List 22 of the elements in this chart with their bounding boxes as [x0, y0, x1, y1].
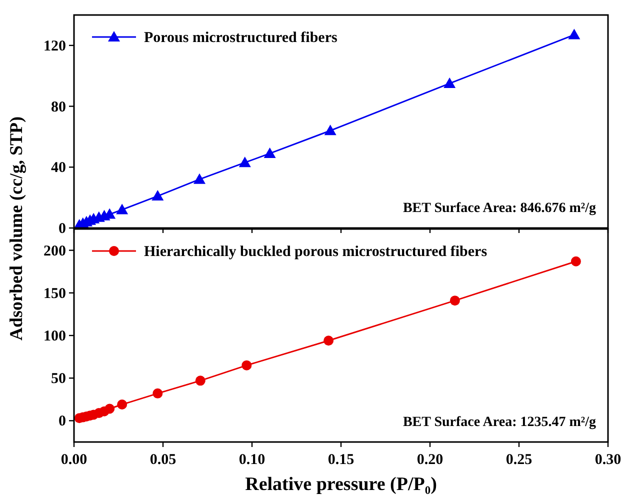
x-tick-label: 0.30 — [594, 452, 621, 468]
y-tick-label: 40 — [51, 160, 66, 176]
x-tick-label: 0.15 — [328, 452, 354, 468]
y-tick-label: 120 — [44, 38, 66, 54]
y-tick-label: 150 — [44, 286, 66, 302]
annotation: BET Surface Area: 846.676 m²/g — [402, 201, 596, 216]
annotation: BET Surface Area: 1235.47 m²/g — [402, 415, 596, 430]
x-tick-label: 0.10 — [238, 452, 266, 468]
y-tick-label: 0 — [58, 414, 66, 430]
x-tick-label: 0.20 — [416, 452, 444, 468]
x-axis-title: Relative pressure (P/P₀) — [245, 474, 437, 495]
x-tick-label: 0.00 — [60, 452, 88, 468]
x-tick-label: 0.25 — [506, 452, 532, 468]
y-tick-label: 0 — [58, 221, 66, 237]
y-tick-label: 80 — [51, 99, 66, 116]
legend-label: Porous microstructured fibers — [144, 30, 338, 46]
y-tick-label: 50 — [51, 371, 66, 388]
y-tick-label: 200 — [44, 243, 66, 260]
y-axis-title: Adsorbed volume (cc/g, STP) — [6, 116, 26, 340]
x-tick-label: 0.05 — [150, 452, 176, 468]
legend-label: Hierarchically buckled porous microstructured fibers — [144, 244, 488, 260]
y-tick-label: 100 — [44, 328, 66, 344]
